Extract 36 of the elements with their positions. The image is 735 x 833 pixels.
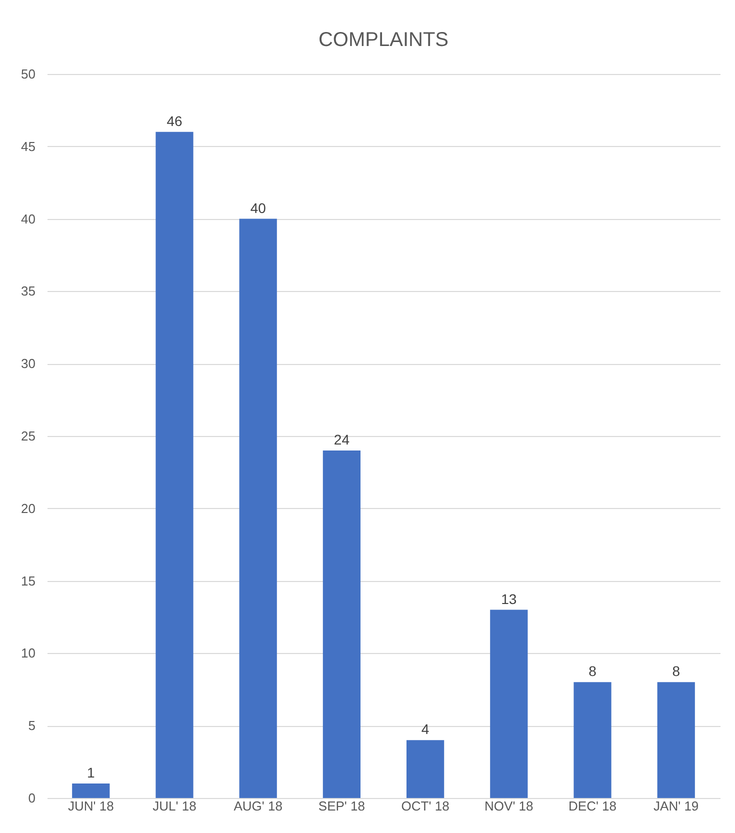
x-tick-label: SEP' 18 — [318, 798, 365, 814]
bar — [406, 740, 444, 798]
data-label: 40 — [250, 200, 266, 216]
data-label: 46 — [166, 112, 182, 129]
bar — [239, 218, 277, 798]
bar — [574, 682, 612, 798]
y-tick-label: 0 — [28, 790, 36, 806]
y-tick-label: 50 — [21, 66, 36, 82]
y-tick-label: 20 — [21, 500, 36, 516]
bar — [72, 784, 110, 798]
data-label: 13 — [501, 590, 517, 607]
data-label: 4 — [421, 721, 430, 738]
y-tick-label: 10 — [21, 646, 36, 661]
y-tick-label: 35 — [21, 284, 36, 299]
data-label: 8 — [588, 663, 597, 680]
bar — [322, 450, 361, 798]
x-tick-label: JUN' 18 — [68, 798, 114, 814]
y-tick-label: 40 — [21, 211, 36, 226]
chart-title: COMPLAINTS — [318, 29, 449, 51]
y-tick-label: 45 — [21, 138, 36, 154]
bar — [657, 682, 695, 798]
y-tick-label: 30 — [21, 356, 36, 372]
x-tick-label: NOV' 18 — [484, 798, 534, 814]
data-label: 1 — [86, 764, 95, 781]
x-tick-label: DEC' 18 — [568, 798, 617, 814]
x-tick-label: JUL' 18 — [152, 798, 196, 814]
bar — [490, 610, 528, 798]
data-label: 8 — [672, 663, 680, 680]
y-tick-label: 5 — [28, 718, 36, 734]
bar — [156, 132, 194, 798]
x-tick-label: OCT' 18 — [401, 798, 450, 814]
y-tick-label: 15 — [21, 573, 36, 588]
x-tick-label: AUG' 18 — [234, 798, 282, 814]
data-label: 24 — [334, 431, 350, 448]
y-tick-label: 25 — [21, 428, 36, 444]
x-tick-label: JAN' 19 — [654, 798, 699, 814]
